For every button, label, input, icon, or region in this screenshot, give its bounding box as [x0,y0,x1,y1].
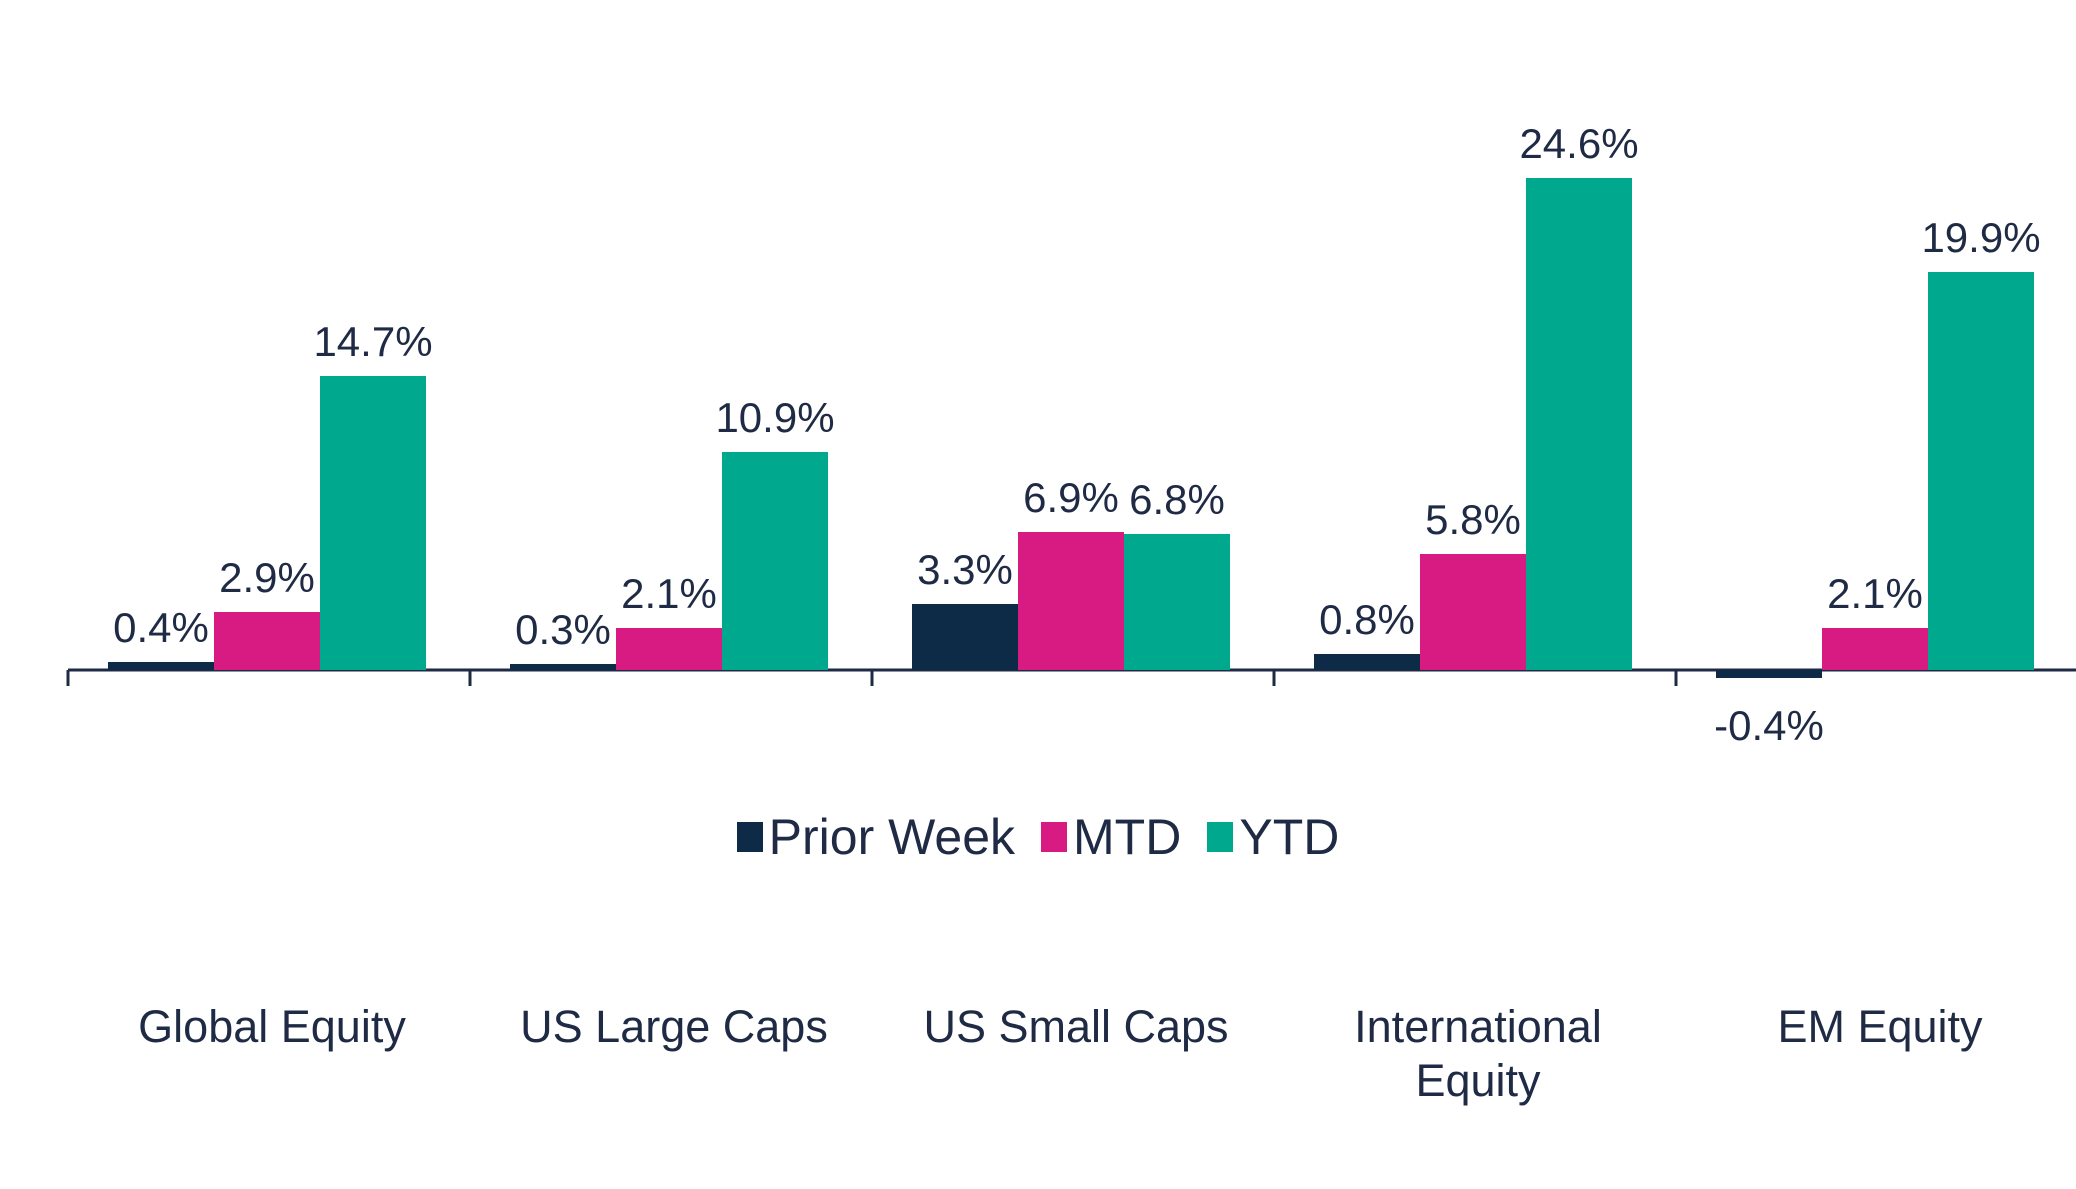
legend: Prior Week MTD YTD [0,808,2076,866]
x-tick-label: Global Equity [138,1001,406,1052]
x-tick-label: US Small Caps [923,1001,1229,1052]
data-label: 19.9% [1921,214,2040,261]
legend-item-prior-week: Prior Week [736,808,1016,866]
bar-mtd [1420,554,1526,670]
data-label: 3.3% [917,546,1013,593]
data-label: 6.8% [1129,476,1225,523]
bar-prior-week [108,662,214,670]
data-label: -0.4% [1714,702,1824,749]
legend-swatch-prior-week [736,822,763,852]
legend-label-prior-week: Prior Week [768,809,1016,865]
x-tick-label: International Equity [1354,1001,1602,1106]
data-label: 10.9% [715,394,834,441]
data-label: 6.9% [1023,474,1119,521]
bar-prior-week [510,664,616,670]
x-axis-labels: Global Equity US Large Caps US Small Cap… [0,1000,2076,1120]
data-label: 0.4% [113,604,209,651]
data-label: 2.1% [621,570,717,617]
x-tick-label: EM Equity [1777,1001,1983,1052]
bar-prior-week [912,604,1018,670]
legend-label-ytd: YTD [1239,809,1340,865]
bar-prior-week [1314,654,1420,670]
bar-mtd [1822,628,1928,670]
legend-item-mtd: MTD [1041,808,1181,866]
data-label: 5.8% [1425,496,1521,543]
data-label: 0.3% [515,606,611,653]
data-label: 24.6% [1519,120,1638,167]
data-label: 14.7% [313,318,432,365]
bar-mtd [616,628,722,670]
bar-ytd [722,452,828,670]
legend-swatch-mtd [1041,822,1068,852]
bar-ytd [320,376,426,670]
legend-swatch-ytd [1207,822,1234,852]
legend-label-mtd: MTD [1073,809,1182,865]
data-label: 0.8% [1319,596,1415,643]
bar-mtd [1018,532,1124,670]
bar-mtd [214,612,320,670]
bar-ytd [1526,178,1632,670]
data-label: 2.9% [219,554,315,601]
data-label: 2.1% [1827,570,1923,617]
bar-ytd [1124,534,1230,670]
legend-item-ytd: YTD [1207,808,1339,866]
bar-ytd [1928,272,2034,670]
x-tick-label: US Large Caps [520,1001,828,1052]
bar-prior-week [1716,670,1822,678]
